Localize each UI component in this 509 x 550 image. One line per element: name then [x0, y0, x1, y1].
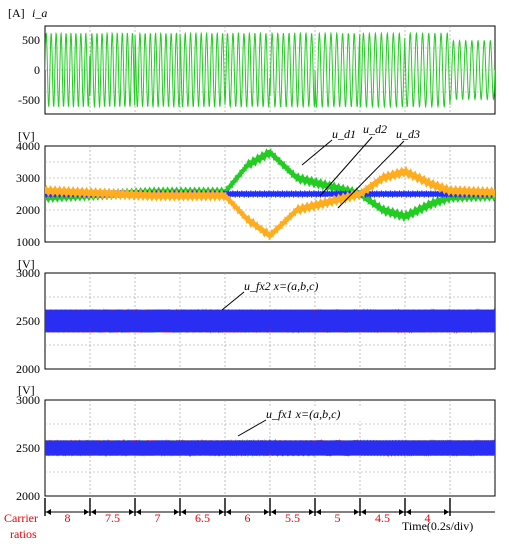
panel-ufx1: [V] 3000 2500 2000 u_fx1 x=(a,b,c)	[16, 383, 496, 503]
annotation-ufx2: u_fx2 x=(a,b,c)	[244, 279, 318, 293]
carrier-label-line2: ratios	[10, 527, 37, 541]
ratio-arrow-right	[174, 509, 179, 515]
y-tick-label: 3000	[16, 393, 40, 407]
y-tick-label: 3000	[16, 171, 40, 185]
panel-ud: [V] 4000 3000 2000 1000 u_d1 u_d2 u_d3	[16, 122, 496, 249]
unit-label: [V]	[18, 257, 35, 271]
carrier-ratio-value: 5	[335, 511, 341, 525]
panel-traces	[45, 148, 495, 241]
carrier-ratio-value: 5.5	[285, 511, 300, 525]
annotation-bg	[240, 278, 340, 293]
ratio-arrow-left	[181, 509, 186, 515]
annotation-ud1: u_d1	[332, 127, 356, 141]
unit-label: [V]	[18, 129, 35, 143]
ylabel-ia: i_a	[32, 6, 47, 20]
unit-label: [V]	[18, 383, 35, 397]
carrier-ratio-axis: 8 7.5 7 6.5 6 5.5 5 4.5 4 Carrier ratios Time(0.…	[4, 498, 495, 541]
ratio-arrow-left	[406, 509, 411, 515]
ratio-arrow-left	[271, 509, 276, 515]
ratio-arrow-right	[309, 509, 314, 515]
y-tick-label: 500	[22, 33, 40, 47]
y-tick-label: 0	[34, 63, 40, 77]
carrier-ratio-value: 6	[245, 511, 251, 525]
time-axis-label: Time(0.2s/div)	[402, 519, 473, 533]
ratio-arrow-right	[354, 509, 359, 515]
panel-traces	[45, 438, 495, 458]
ratio-arrow-left	[316, 509, 321, 515]
ratio-segment-marks: 8 7.5 7 6.5 6 5.5 5 4.5 4	[44, 498, 451, 525]
ratio-arrow-right	[219, 509, 224, 515]
ratio-arrow-right	[264, 509, 269, 515]
ratio-arrow-left	[226, 509, 231, 515]
ratio-arrow-right	[399, 509, 404, 515]
panel-traces	[45, 31, 495, 109]
annotation-bg	[262, 406, 362, 421]
carrier-ratio-value: 4.5	[375, 511, 390, 525]
annotation-ud3: u_d3	[396, 127, 420, 141]
leader-ud1	[301, 139, 333, 166]
annotation-ufx1: u_fx1 x=(a,b,c)	[266, 407, 340, 421]
series-ia	[45, 31, 495, 109]
carrier-ratio-value: 8	[65, 511, 71, 525]
carrier-ratio-value: 6.5	[195, 511, 210, 525]
series-phase-c	[45, 308, 495, 334]
ratio-arrow-left	[46, 509, 51, 515]
panel-ia: [A] i_a 500 0 -500	[8, 6, 496, 115]
carrier-ratio-value: 7	[155, 511, 161, 525]
carrier-ratio-value: 4	[425, 511, 431, 525]
ratio-arrow-left	[361, 509, 366, 515]
leader-ufx1	[237, 419, 267, 437]
panel-ufx2: [V] 3000 2500 2000 u_fx2 x=(a,b,c)	[16, 257, 496, 376]
annotation-ud2: u_d2	[363, 122, 387, 136]
y-tick-label: 1000	[16, 235, 40, 249]
y-tick-label: 2000	[16, 362, 40, 376]
y-tick-label: 2000	[16, 489, 40, 503]
y-tick-label: 4000	[16, 139, 40, 153]
carrier-label-line1: Carrier	[4, 511, 38, 525]
ratio-arrow-right	[129, 509, 134, 515]
y-tick-label: 3000	[16, 266, 40, 280]
y-tick-label: -500	[18, 93, 40, 107]
ratio-arrow-right	[444, 509, 449, 515]
unit-label: [A]	[8, 6, 25, 20]
series-ud3	[45, 165, 495, 241]
ratio-arrow-left	[91, 509, 96, 515]
leader-ud2	[319, 136, 373, 197]
ratio-arrow-left	[136, 509, 141, 515]
ratio-arrow-right	[84, 509, 89, 515]
panel-traces	[45, 308, 495, 334]
leader-ud3	[337, 140, 405, 209]
y-tick-label: 2500	[16, 314, 40, 328]
y-tick-label: 2000	[16, 203, 40, 217]
series-phase-c	[45, 438, 495, 458]
leader-ufx2	[221, 291, 245, 311]
carrier-ratio-value: 7.5	[105, 511, 120, 525]
y-tick-label: 2500	[16, 441, 40, 455]
